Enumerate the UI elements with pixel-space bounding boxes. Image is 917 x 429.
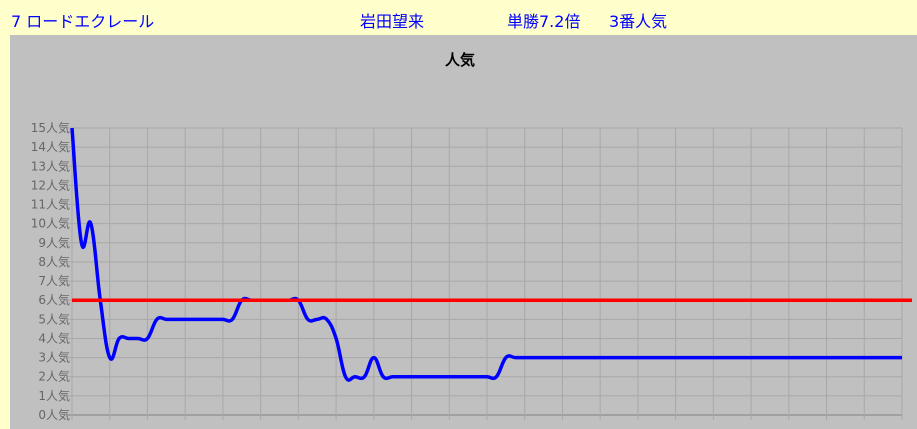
horse-name: 7 ロードエクレール: [11, 12, 155, 31]
y-tick-label: 6人気: [38, 292, 70, 307]
popularity-chart: 人気 0人気 1人気 2人気 3人気 4人気 5人気 6人気 7人気 8人気 9人気 10人気 11人…: [10, 35, 917, 429]
y-tick-label: 14人気: [31, 139, 70, 154]
y-tick-label: 2人気: [38, 369, 70, 384]
chart-svg: 人気 0人気 1人気 2人気 3人気 4人気 5人気 6人気 7人気 8人気 9人気 10人気 11人…: [31, 51, 912, 422]
y-tick-label: 12人気: [31, 177, 70, 192]
jockey-name: 岩田望来: [360, 12, 425, 31]
win-odds: 単勝7.2倍: [507, 12, 581, 31]
chart-title: 人気: [445, 51, 475, 69]
y-tick-label: 13人気: [31, 158, 70, 173]
y-tick-label: 10人気: [31, 216, 70, 231]
y-tick-label: 0人気: [38, 407, 70, 422]
y-tick-label: 15人気: [31, 120, 70, 135]
popularity-line: [70, 127, 902, 382]
y-tick-label: 1人気: [38, 388, 70, 403]
popularity-rank: 3番人気: [609, 12, 668, 31]
y-tick-label: 3人気: [38, 350, 70, 365]
y-tick-label: 5人気: [38, 311, 70, 326]
y-tick-label: 7人気: [38, 273, 70, 288]
y-tick-label: 8人気: [38, 254, 70, 269]
y-tick-label: 4人気: [38, 330, 70, 345]
y-tick-label: 11人気: [31, 197, 70, 212]
y-tick-label: 9人気: [38, 235, 70, 250]
